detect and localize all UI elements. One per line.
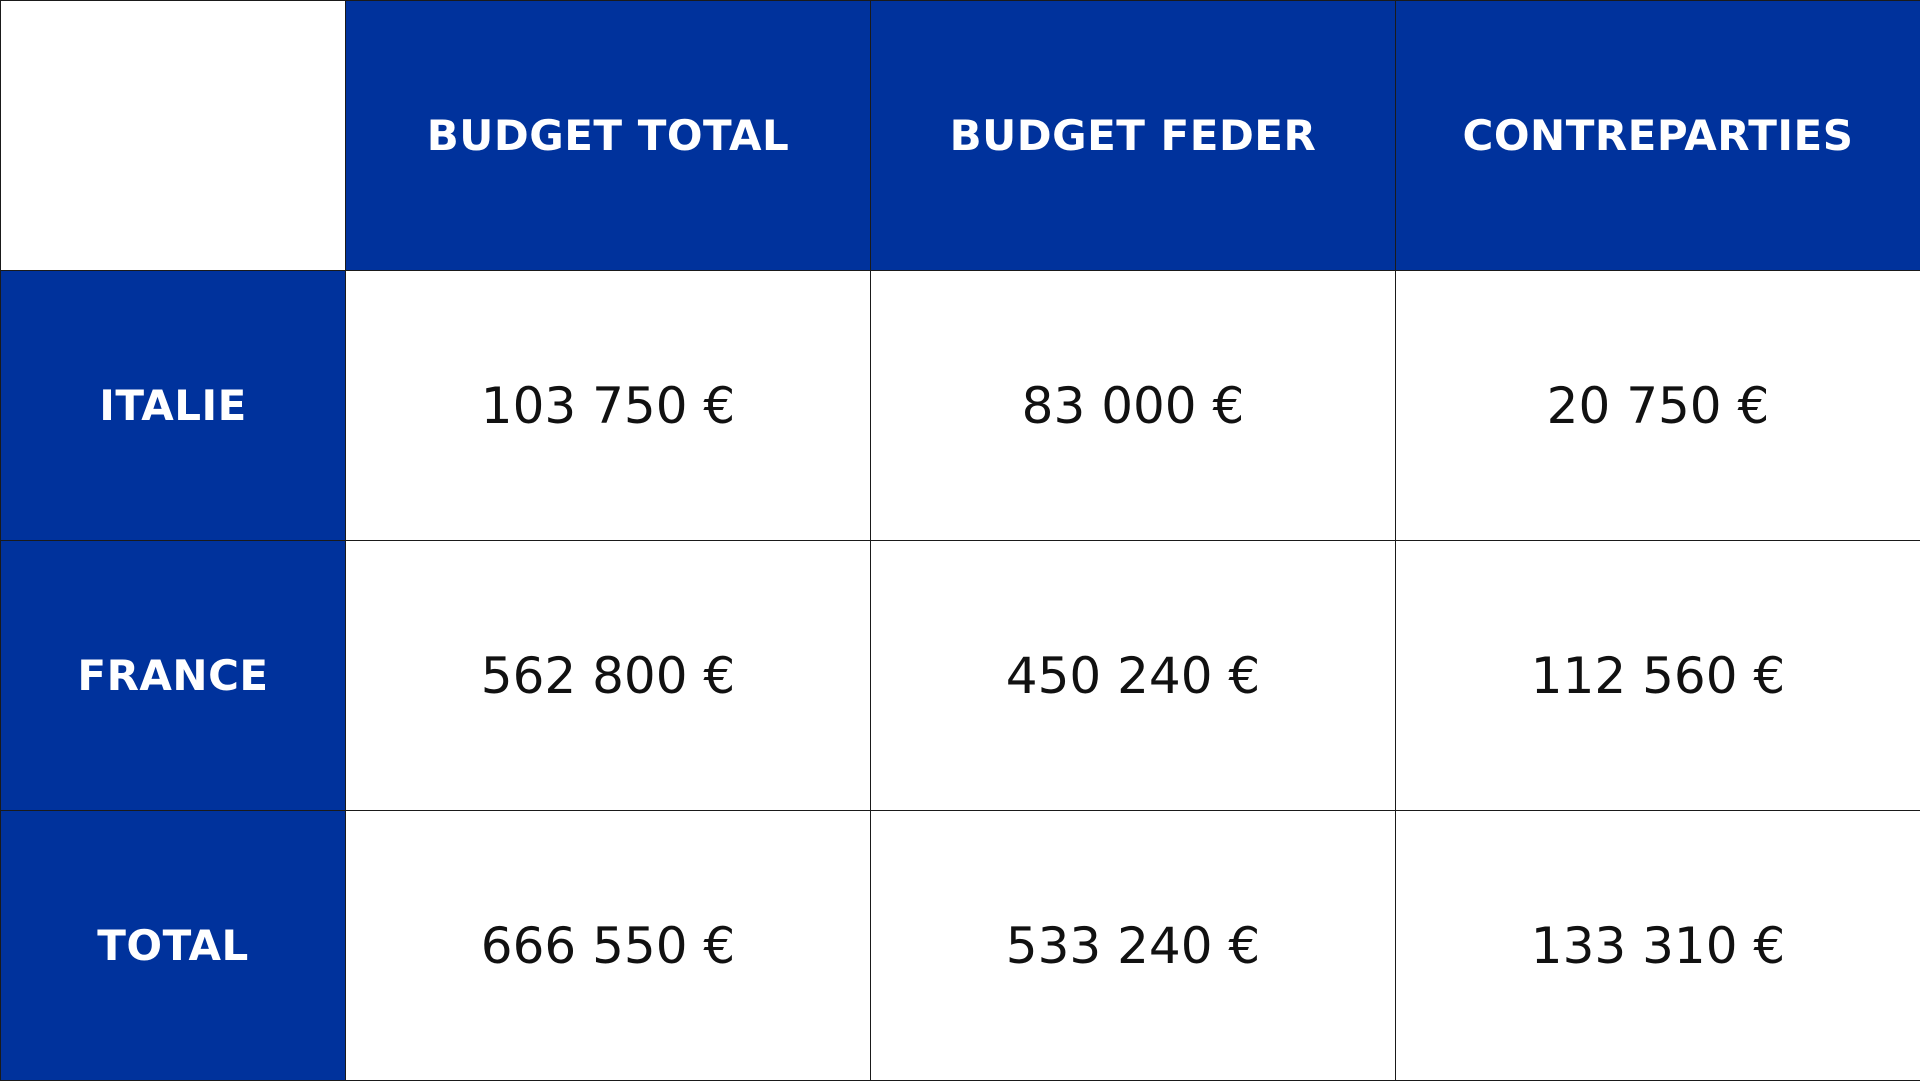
cell-france-budget-feder: 450 240 € — [871, 541, 1396, 811]
cell-france-budget-total: 562 800 € — [346, 541, 871, 811]
cell-total-contreparties: 133 310 € — [1396, 811, 1920, 1081]
cell-france-contreparties: 112 560 € — [1396, 541, 1920, 811]
column-header-budget-feder: BUDGET FEDER — [871, 1, 1396, 271]
table-row-total: TOTAL 666 550 € 533 240 € 133 310 € — [1, 811, 1920, 1081]
cell-italie-budget-feder: 83 000 € — [871, 271, 1396, 541]
table-row-france: FRANCE 562 800 € 450 240 € 112 560 € — [1, 541, 1920, 811]
row-label-italie: ITALIE — [1, 271, 346, 541]
row-label-total: TOTAL — [1, 811, 346, 1081]
table-row-italie: ITALIE 103 750 € 83 000 € 20 750 € — [1, 271, 1920, 541]
cell-total-budget-feder: 533 240 € — [871, 811, 1396, 1081]
corner-cell — [1, 1, 346, 271]
cell-total-budget-total: 666 550 € — [346, 811, 871, 1081]
cell-italie-budget-total: 103 750 € — [346, 271, 871, 541]
cell-italie-contreparties: 20 750 € — [1396, 271, 1920, 541]
table-header-row: BUDGET TOTAL BUDGET FEDER CONTREPARTIES — [1, 1, 1920, 271]
column-header-budget-total: BUDGET TOTAL — [346, 1, 871, 271]
column-header-contreparties: CONTREPARTIES — [1396, 1, 1920, 271]
row-label-france: FRANCE — [1, 541, 346, 811]
